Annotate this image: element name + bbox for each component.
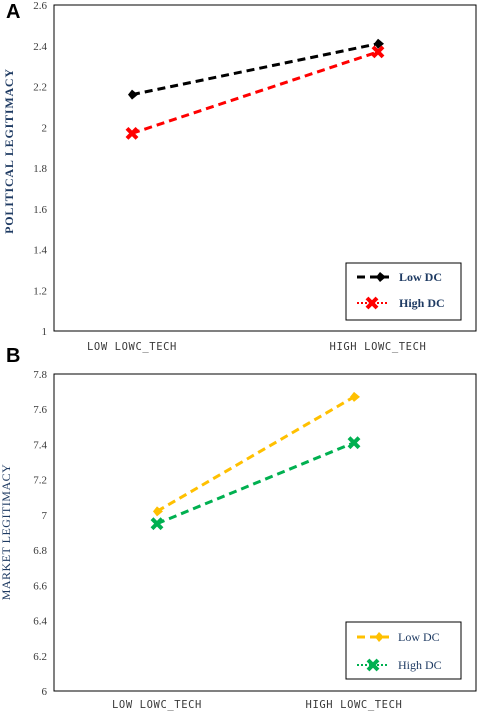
panel-b-x-category-label: HIGH LOWC_TECH bbox=[306, 699, 403, 711]
panel-a-legend-label-high-dc: High DC bbox=[399, 296, 445, 310]
panel-b-y-tick-label: 6 bbox=[42, 686, 48, 698]
panel-a-y-tick-label: 1.2 bbox=[33, 285, 47, 297]
panel-b-y-tick-label: 7 bbox=[42, 510, 48, 522]
panel-a-series-markers bbox=[125, 38, 385, 140]
panel-a-series-line bbox=[131, 50, 379, 135]
panel-a-y-tick-label: 2.6 bbox=[33, 0, 47, 12]
panel-b-y-tick-label: 7.8 bbox=[33, 369, 47, 381]
panel-b-legend-box bbox=[345, 621, 462, 680]
panel-b-data-point bbox=[153, 506, 163, 517]
cross-marker-icon bbox=[365, 296, 379, 310]
panel-b-series-lines bbox=[156, 395, 355, 526]
panel-a-y-tick-label: 2.2 bbox=[33, 82, 47, 94]
panel-b-x-categories: LOW LOWC_TECH HIGH LOWC_TECH bbox=[112, 699, 402, 711]
panel-a-data-point bbox=[374, 38, 384, 49]
panel-b-y-axis-label: MARKET LEGITIMACY bbox=[0, 464, 13, 601]
diamond-marker-icon bbox=[375, 632, 384, 642]
panel-a-data-point bbox=[125, 126, 139, 140]
panel-b-series-markers bbox=[150, 391, 361, 531]
panel-b-data-point bbox=[347, 436, 361, 450]
panel-b-y-tick-label: 6.4 bbox=[33, 616, 47, 628]
panel-b-legend-label-low-dc: Low DC bbox=[398, 630, 440, 644]
panel-b-data-point bbox=[350, 391, 360, 402]
panel-a-legend-label-low-dc: Low DC bbox=[399, 270, 442, 284]
panel-b-series-line bbox=[156, 395, 355, 513]
panel-a-series-lines bbox=[131, 42, 379, 135]
panel-b-x-category-label: LOW LOWC_TECH bbox=[112, 699, 202, 711]
panel-b-letter: B bbox=[6, 345, 20, 367]
panel-b: B 6 6.2 6.4 6.6 6.8 7 7.2 7.4 7.6 7.8 LOW LOWC_TE… bbox=[0, 345, 477, 711]
panel-b-series-line bbox=[156, 441, 355, 526]
panel-a-y-tick-label: 2.4 bbox=[33, 41, 47, 53]
panel-b-y-tick-label: 6.6 bbox=[33, 580, 47, 592]
panel-b-y-ticks: 6 6.2 6.4 6.6 6.8 7 7.2 7.4 7.6 7.8 bbox=[33, 369, 47, 698]
panel-b-data-point bbox=[150, 517, 164, 531]
panel-b-y-tick-label: 7.6 bbox=[33, 404, 47, 416]
panel-a-x-category-label: LOW LOWC_TECH bbox=[87, 341, 177, 353]
panel-a-series-line bbox=[131, 42, 379, 97]
panel-a-data-point bbox=[371, 45, 385, 59]
panel-a-x-categories: LOW LOWC_TECH HIGH LOWC_TECH bbox=[87, 341, 426, 353]
panel-a-y-tick-label: 2 bbox=[42, 122, 48, 134]
panel-b-legend-label-high-dc: High DC bbox=[398, 658, 442, 672]
panel-a-letter: A bbox=[6, 1, 20, 23]
panel-b-y-tick-label: 7.2 bbox=[33, 475, 47, 487]
panel-a-y-tick-label: 1 bbox=[42, 326, 48, 338]
panel-a-x-category-label: HIGH LOWC_TECH bbox=[330, 341, 427, 353]
cross-marker-icon bbox=[366, 658, 380, 672]
panel-a: A 1 1.2 1.4 1.6 1.8 2 2.2 2.4 2.6 LOW LOWC_TECH H… bbox=[2, 0, 477, 353]
panel-a-plot-area bbox=[53, 4, 477, 332]
panel-a-y-tick-label: 1.4 bbox=[33, 245, 47, 257]
panel-a-legend: Low DC High DC bbox=[345, 262, 462, 321]
panel-a-data-point bbox=[128, 89, 138, 100]
panel-a-y-tick-label: 1.6 bbox=[33, 204, 47, 216]
panel-b-legend: Low DC High DC bbox=[345, 621, 462, 680]
panel-b-y-tick-label: 7.4 bbox=[33, 439, 47, 451]
diamond-marker-icon bbox=[376, 272, 386, 282]
panel-a-y-axis-label: POLITICAL LEGITIMACY bbox=[2, 68, 16, 234]
panel-b-plot-area bbox=[53, 373, 477, 692]
panel-b-y-tick-label: 6.2 bbox=[33, 651, 47, 663]
panel-a-y-tick-label: 1.8 bbox=[33, 163, 47, 175]
panel-a-legend-box bbox=[345, 262, 462, 321]
panel-a-y-ticks: 1 1.2 1.4 1.6 1.8 2 2.2 2.4 2.6 bbox=[33, 0, 47, 338]
panel-b-y-tick-label: 6.8 bbox=[33, 545, 47, 557]
